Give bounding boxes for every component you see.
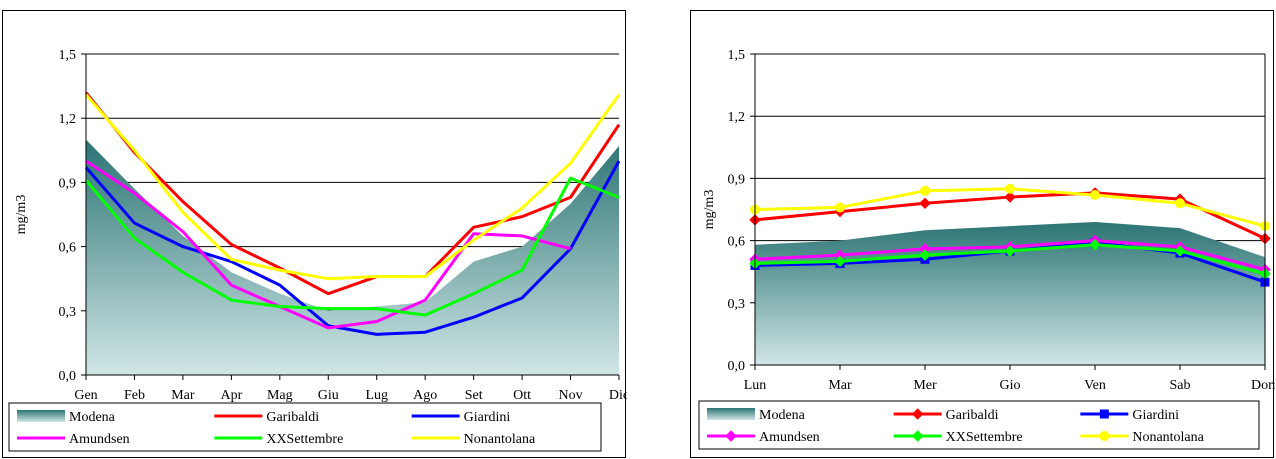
y-tick-label: 1,5 [728,48,746,63]
data-point-nonantolana [1090,189,1100,200]
x-tick-label: Dic [609,388,627,403]
series-amundsen [85,159,571,330]
legend-marker [1099,409,1109,419]
data-point-xxsettembre [834,255,846,268]
x-tick-label: Apr [220,388,242,403]
data-point-garibaldi [919,197,931,209]
x-tick-label: Mag [267,388,293,403]
legend-label: Amundsen [759,430,820,445]
data-point-xxsettembre [1004,245,1016,257]
y-tick-label: 0,9 [728,172,746,187]
x-tick-label: Set [465,388,483,403]
chart-monthly-svg: 0,0 0,3 0,6 0,9 1,2 1,5 mg/m3 Gen Feb Mar Apr Mag Gi… [8,48,627,452]
series-nonantolana [750,183,1270,232]
legend-label: XXSettembre [946,430,1023,445]
series-nonantolana [84,93,621,281]
x-tick-label: Nov [558,388,582,403]
y-tick-label: 0,0 [728,359,746,374]
legend-item-giardini: Giardini [1080,408,1179,423]
y-tick-label: 0,6 [728,235,746,250]
data-point-xxsettembre [1174,245,1186,257]
series-line-giardini [84,160,621,336]
y-tick-label: 1,5 [59,48,77,63]
legend-label: Garibaldi [266,410,319,425]
y-tick-label: 1,2 [728,110,746,125]
legend-marker [911,408,924,420]
x-tick-label: Ott [513,388,531,403]
legend-item-modena: Modena [707,408,806,423]
chart-weekly: 0,0 0,3 0,6 0,9 1,2 1,5 mg/m3 Lun Mar Mer Gio Ven Sa… [690,10,1275,458]
x-tick-label: Feb [124,388,145,403]
data-point-nonantolana [1175,198,1185,209]
x-tick-label: Lug [365,388,388,403]
data-point-garibaldi [1004,191,1016,203]
legend-label: Modena [759,408,806,423]
x-tick-label: Gio [1000,378,1021,393]
legend-item-nonantolana: Nonantolana [411,432,536,447]
legend-label: Amundsen [69,432,130,447]
legend [8,402,602,452]
legend-marker [911,430,924,442]
chart-monthly: 0,0 0,3 0,6 0,9 1,2 1,5 mg/m3 Gen Feb Mar Apr Mag Gi… [2,10,627,458]
data-point-xxsettembre [919,249,931,261]
legend-label: Giardini [1132,408,1179,423]
legend-marker [725,430,737,442]
y-tick-label: 0,6 [59,241,77,256]
y-tick-label: 0,3 [59,305,77,320]
y-axis-label: mg/m3 [14,195,29,235]
series-line-amundsen [85,159,571,330]
legend-item-xxsettembre: XXSettembre [893,430,1023,445]
x-tick-label: Gen [74,388,97,403]
x-tick-label: Ago [413,388,437,403]
x-tick-label: Mar [171,388,195,403]
legend-item-garibaldi: Garibaldi [893,408,999,423]
data-point-xxsettembre [1089,239,1101,251]
y-tick-label: 0,9 [59,176,77,191]
legend-label: Nonantolana [1132,430,1204,445]
series-giardini [84,160,621,336]
series-xxsettembre [84,176,620,317]
x-tick-label: Giu [318,388,339,403]
legend-label: XXSettembre [266,432,343,447]
data-point-nonantolana [835,202,845,213]
x-tick-label: Mer [913,378,937,393]
data-point-nonantolana [1005,183,1015,194]
legend-item-modena: Modena [17,410,116,425]
legend-label: Garibaldi [946,408,999,423]
series-line-nonantolana [84,93,621,281]
legend-swatch [17,410,65,422]
legend [698,400,1260,450]
legend-item-xxsettembre: XXSettembre [214,432,343,447]
legend-label: Giardini [464,410,511,425]
x-tick-label: Dom [1251,378,1275,393]
series-xxsettembre [749,239,1271,280]
legend-item-giardini: Giardini [411,410,511,425]
legend-label: Nonantolana [464,432,536,447]
legend-item-garibaldi: Garibaldi [214,410,319,425]
legend-item-amundsen: Amundsen [707,430,820,445]
x-tick-label: Mar [828,378,852,393]
chart-weekly-svg: 0,0 0,3 0,6 0,9 1,2 1,5 mg/m3 Lun Mar Mer Gio Ven Sa… [698,48,1275,450]
series-area-modena [86,139,619,375]
series-garibaldi [84,91,621,296]
y-tick-label: 0,0 [59,369,77,384]
legend-item-nonantolana: Nonantolana [1080,430,1205,445]
legend-label: Modena [69,410,116,425]
legend-swatch [707,408,755,420]
y-axis-label: mg/m3 [702,190,717,230]
x-tick-label: Lun [744,378,767,393]
x-tick-label: Sab [1170,378,1191,393]
x-tick-label: Ven [1084,378,1106,393]
y-tick-label: 1,2 [59,112,77,127]
series-line-garibaldi [84,91,621,296]
legend-item-amundsen: Amundsen [17,432,130,447]
data-point-nonantolana [920,185,930,196]
legend-marker [1099,431,1110,441]
y-tick-label: 0,3 [728,297,746,312]
series-line-xxsettembre [84,176,620,317]
